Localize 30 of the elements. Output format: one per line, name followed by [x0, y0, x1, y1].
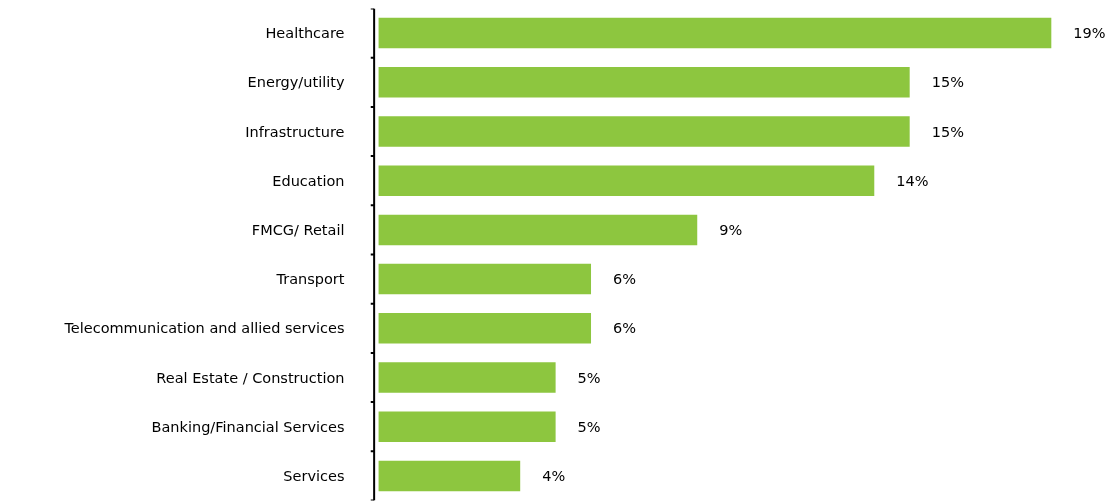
data-label: 9%	[719, 221, 743, 238]
y-tick-label: FMCG/ Retail	[251, 221, 345, 238]
data-label: 6%	[613, 320, 637, 337]
y-tick-label: Real Estate / Construction	[156, 369, 345, 386]
data-label: 15%	[931, 74, 964, 91]
data-label: 14%	[896, 172, 929, 189]
y-tick-label: Banking/Financial Services	[151, 418, 345, 435]
bar	[378, 263, 592, 295]
bar	[378, 67, 910, 98]
y-tick-label: Services	[283, 467, 345, 484]
y-tick-label: Telecommunication and allied services	[63, 320, 345, 337]
bar	[378, 214, 698, 246]
data-label: 19%	[1073, 25, 1106, 42]
bar	[378, 17, 1052, 49]
y-tick-label: Energy/utility	[247, 74, 345, 91]
bar	[378, 116, 910, 147]
y-tick-label: Education	[272, 172, 345, 189]
data-label: 15%	[931, 123, 964, 140]
data-label: 4%	[542, 467, 566, 484]
data-label: 5%	[577, 369, 601, 386]
y-tick-label: Infrastructure	[245, 123, 345, 140]
bar	[378, 313, 592, 344]
bar	[378, 460, 521, 492]
data-label: 6%	[613, 271, 637, 288]
y-tick-label: Healthcare	[265, 25, 345, 42]
bar	[378, 362, 556, 393]
y-tick-label: Transport	[275, 271, 345, 288]
bar	[378, 411, 556, 442]
bar	[378, 165, 875, 196]
data-label: 5%	[577, 418, 601, 435]
